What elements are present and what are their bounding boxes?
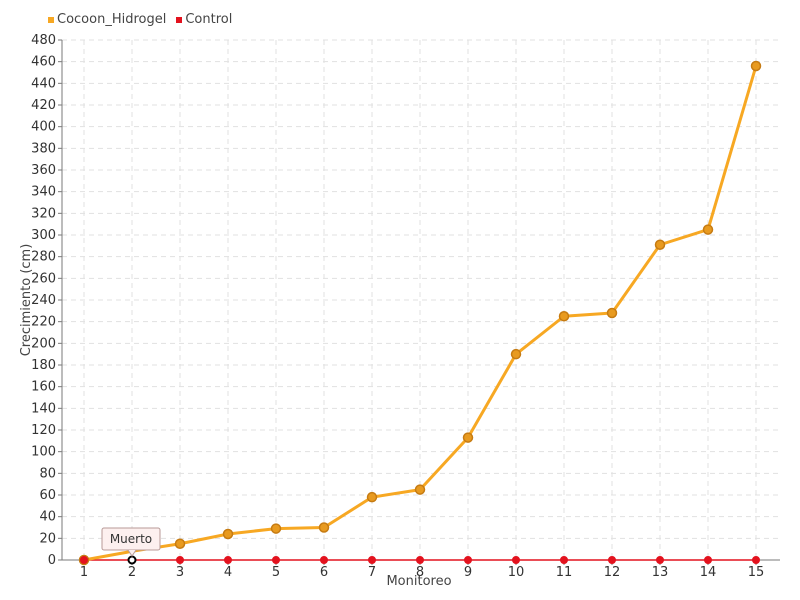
x-tick-label: 10 [508,565,525,580]
x-tick-label: 7 [368,565,376,580]
data-point-cocoon[interactable] [462,432,474,443]
data-point-control[interactable] [368,556,376,564]
data-point-control[interactable] [704,556,712,564]
data-point-control[interactable] [752,556,760,564]
data-point-cocoon[interactable] [318,522,330,533]
legend-swatch-control [176,16,183,23]
x-tick-label: 13 [652,565,669,580]
annotations: Muerto [101,527,161,565]
data-point-cocoon[interactable] [366,491,378,503]
series [78,60,762,566]
data-point-cocoon[interactable] [558,311,570,322]
y-tick-label: 220 [31,315,56,330]
x-tick-label: 4 [224,565,232,580]
y-tick-label: 260 [31,271,56,286]
data-point-cocoon[interactable] [414,484,426,495]
y-tick-label: 140 [31,401,56,416]
x-axis-title: Monitoreo [386,574,451,589]
y-tick-label: 440 [31,76,56,91]
x-tick-label: 9 [464,565,472,580]
tooltip-pointer [127,549,137,557]
y-tick-label: 360 [31,163,56,178]
legend-label-cocoon: Cocoon_Hidrogel [57,12,167,27]
y-tick-label: 120 [31,423,56,438]
data-point-control[interactable] [416,556,424,564]
y-tick-label: 160 [31,380,56,395]
legend: Cocoon_Hidrogel Control [48,12,232,27]
y-tick-label: 480 [31,33,56,48]
legend-label-control: Control [185,12,233,27]
data-point-control[interactable] [176,556,184,564]
data-point-control[interactable] [80,556,88,564]
data-point-control-highlight[interactable] [127,555,137,565]
data-point-cocoon[interactable] [702,224,714,235]
y-tick-label: 80 [39,466,56,481]
y-tick-label: 340 [31,185,56,200]
x-tick-label: 8 [416,565,424,580]
tooltip-label: Muerto [110,532,152,546]
x-tick-label: 3 [176,565,184,580]
data-point-cocoon[interactable] [174,538,186,549]
data-point-cocoon[interactable] [222,528,234,540]
data-point-cocoon[interactable] [750,60,762,72]
x-tick-label: 11 [556,565,573,580]
axes: 0 20 40 60 80 100 120 140 160 180 200 220 240 260 280 3… [31,33,780,580]
data-point-control[interactable] [608,556,616,564]
y-tick-label: 380 [31,141,56,156]
data-point-cocoon[interactable] [510,348,522,360]
data-point-cocoon[interactable] [654,239,666,250]
y-tick-label: 60 [39,488,56,503]
grid [62,39,780,560]
y-tick-label: 400 [31,120,56,135]
x-tick-label: 15 [748,565,765,580]
data-point-control[interactable] [512,556,520,564]
y-tick-label: 460 [31,55,56,70]
data-point-control[interactable] [272,556,280,564]
x-tick-label: 5 [272,565,280,580]
legend-swatch-cocoon [48,16,54,23]
legend-item-control[interactable]: Control [176,12,232,27]
y-tick-label: 240 [31,293,56,308]
y-tick-label: 180 [31,358,56,373]
data-point-cocoon[interactable] [606,307,618,319]
y-tick-label: 320 [31,206,56,221]
y-tick-label: 0 [48,553,56,568]
y-tick-label: 420 [31,98,56,113]
y-axis-title: Crecimiento (cm) [19,244,34,357]
data-point-control[interactable] [560,556,568,564]
legend-item-cocoon[interactable]: Cocoon_Hidrogel [48,12,166,27]
y-tick-label: 100 [31,445,56,460]
data-point-control[interactable] [656,556,664,564]
x-tick-label: 12 [604,565,621,580]
x-tick-label: 1 [80,565,88,580]
y-tick-label: 280 [31,250,56,265]
y-tick-label: 300 [31,228,56,243]
x-tick-label: 2 [128,565,136,580]
data-point-control[interactable] [464,556,472,564]
x-tick-label: 14 [700,565,717,580]
data-point-control[interactable] [224,556,232,564]
x-tick-label: 6 [320,565,328,580]
data-point-control[interactable] [320,556,328,564]
y-tick-label: 20 [39,531,56,546]
y-tick-label: 200 [31,336,56,351]
y-tick-label: 40 [39,510,56,525]
data-point-cocoon[interactable] [270,523,282,534]
